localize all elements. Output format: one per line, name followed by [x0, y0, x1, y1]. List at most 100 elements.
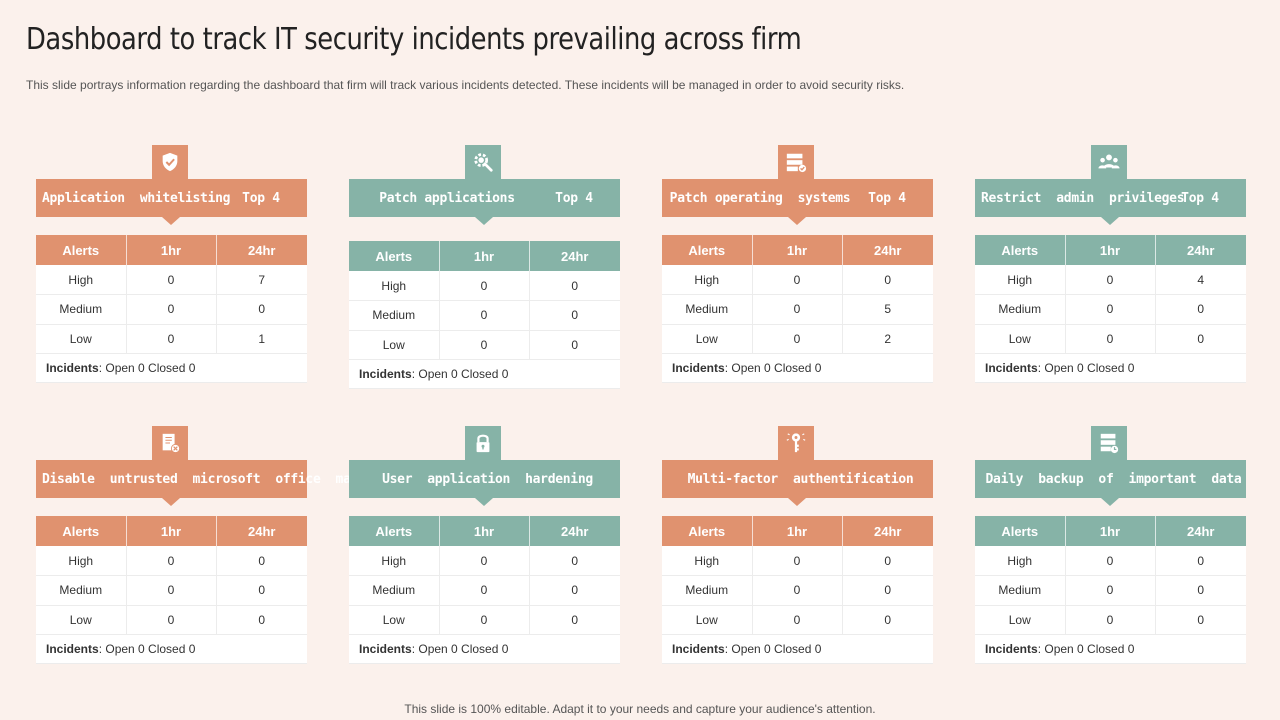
alert-level: Low	[662, 605, 753, 635]
incidents-label: Incidents	[672, 361, 725, 375]
incidents-label: Incidents	[46, 642, 99, 656]
gear-search-icon	[465, 145, 501, 179]
table-row: Medium 0 0	[36, 294, 307, 325]
alert-level: Medium	[975, 294, 1066, 325]
card-header: Application whitelisting Top 4	[36, 179, 307, 217]
alerts-1hr: 0	[752, 575, 843, 606]
table-row: Medium 0 0	[349, 575, 620, 606]
database-backup-icon	[1091, 426, 1127, 460]
column-header-alerts: Alerts	[662, 516, 753, 546]
alerts-24hr: 4	[1155, 265, 1246, 295]
alerts-1hr: 0	[752, 605, 843, 635]
page-subtitle: This slide portrays information regardin…	[26, 78, 905, 92]
table-row: High 0 0	[349, 271, 620, 301]
alert-level: High	[36, 546, 127, 576]
shield-check-icon	[152, 145, 188, 179]
column-header-24hr: 24hr	[216, 516, 307, 546]
alert-level: High	[349, 271, 440, 301]
alerts-1hr: 0	[126, 605, 217, 635]
alerts-1hr: 0	[1065, 575, 1156, 606]
column-header-alerts: Alerts	[36, 516, 127, 546]
alerts-24hr: 0	[1155, 324, 1246, 354]
alerts-24hr: 0	[1155, 605, 1246, 635]
incidents-label: Incidents	[985, 361, 1038, 375]
top-label: Top 4	[1181, 190, 1219, 206]
table-row: Low 0 0	[349, 605, 620, 635]
incidents-row: Incidents: Open 0 Closed 0	[975, 634, 1246, 664]
incidents-summary: Incidents: Open 0 Closed 0	[662, 634, 933, 664]
alerts-table: Alerts 1hr 24hr High 0 0 Medium 0 0 Low …	[349, 516, 620, 664]
alerts-24hr: 0	[529, 575, 620, 606]
column-header-alerts: Alerts	[36, 235, 127, 265]
column-header-1hr: 1hr	[439, 241, 530, 271]
card-title: Daily backup of important data	[985, 471, 1242, 487]
alerts-24hr: 0	[529, 271, 620, 301]
table-row: Medium 0 0	[975, 575, 1246, 606]
incidents-summary: Incidents: Open 0 Closed 0	[662, 353, 933, 383]
table-row: Medium 0 0	[36, 575, 307, 606]
alerts-1hr: 0	[752, 294, 843, 325]
table-row: High 0 0	[662, 265, 933, 295]
key-icon	[778, 426, 814, 460]
table-row: Low 0 0	[975, 605, 1246, 635]
alert-level: Low	[349, 605, 440, 635]
column-header-1hr: 1hr	[1065, 516, 1156, 546]
table-header-row: Alerts 1hr 24hr	[975, 516, 1246, 546]
column-header-alerts: Alerts	[662, 235, 753, 265]
alerts-1hr: 0	[752, 546, 843, 576]
card-header: Patch applications Top 4	[349, 179, 620, 217]
card-header: Disable untrusted microsoft office macro…	[36, 460, 381, 498]
column-header-24hr: 24hr	[1155, 516, 1246, 546]
alert-level: Medium	[349, 575, 440, 606]
column-header-24hr: 24hr	[1155, 235, 1246, 265]
table-row: Low 0 1	[36, 324, 307, 354]
column-header-1hr: 1hr	[752, 516, 843, 546]
users-icon	[1091, 145, 1127, 179]
alerts-24hr: 5	[842, 294, 933, 325]
table-row: Medium 0 5	[662, 294, 933, 325]
incidents-status: : Open 0 Closed 0	[1037, 361, 1135, 375]
incidents-label: Incidents	[359, 367, 412, 381]
lock-icon	[465, 426, 501, 460]
column-header-1hr: 1hr	[752, 235, 843, 265]
incidents-status: : Open 0 Closed 0	[724, 361, 822, 375]
alerts-table: Alerts 1hr 24hr High 0 0 Medium 0 0 Low …	[349, 241, 620, 389]
column-header-1hr: 1hr	[126, 235, 217, 265]
column-header-alerts: Alerts	[975, 235, 1066, 265]
table-header-row: Alerts 1hr 24hr	[662, 516, 933, 546]
incidents-summary: Incidents: Open 0 Closed 0	[975, 353, 1246, 383]
alert-level: Low	[975, 605, 1066, 635]
table-row: Low 0 2	[662, 324, 933, 354]
alert-level: High	[662, 546, 753, 576]
alert-level: Low	[975, 324, 1066, 354]
incidents-summary: Incidents: Open 0 Closed 0	[36, 634, 307, 664]
card-title: Application whitelisting	[42, 190, 231, 206]
alerts-24hr: 0	[216, 575, 307, 606]
incidents-label: Incidents	[985, 642, 1038, 656]
alerts-1hr: 0	[126, 324, 217, 354]
column-header-1hr: 1hr	[126, 516, 217, 546]
alerts-24hr: 0	[842, 546, 933, 576]
alerts-1hr: 0	[439, 271, 530, 301]
alerts-1hr: 0	[126, 265, 217, 295]
alerts-1hr: 0	[126, 294, 217, 325]
table-row: High 0 7	[36, 265, 307, 295]
alerts-1hr: 0	[1065, 294, 1156, 325]
header-pointer	[1101, 217, 1119, 225]
alerts-1hr: 0	[752, 265, 843, 295]
top-label: Top 4	[242, 190, 280, 206]
alert-level: High	[975, 546, 1066, 576]
header-pointer	[475, 217, 493, 225]
card-title: Multi-factor authentification	[687, 471, 914, 487]
alerts-24hr: 0	[842, 605, 933, 635]
alert-level: Medium	[975, 575, 1066, 606]
header-pointer	[162, 498, 180, 506]
incidents-row: Incidents: Open 0 Closed 0	[662, 634, 933, 664]
incidents-summary: Incidents: Open 0 Closed 0	[36, 353, 307, 383]
alert-level: Low	[36, 324, 127, 354]
alerts-24hr: 0	[216, 546, 307, 576]
table-row: High 0 0	[349, 546, 620, 576]
table-row: High 0 0	[975, 546, 1246, 576]
card-header: Multi-factor authentification	[662, 460, 933, 498]
table-row: High 0 4	[975, 265, 1246, 295]
